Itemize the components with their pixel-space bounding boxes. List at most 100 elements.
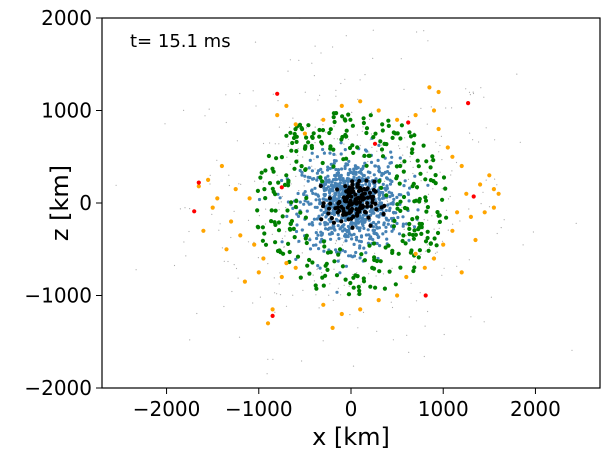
data-point — [379, 205, 384, 210]
data-point — [285, 305, 288, 307]
data-point — [398, 265, 403, 270]
data-point — [285, 214, 289, 218]
data-point — [291, 206, 295, 210]
data-point — [293, 265, 298, 270]
data-point — [407, 178, 410, 180]
y-axis-label: z [km] — [46, 165, 74, 241]
data-point — [386, 199, 388, 201]
data-point — [316, 268, 318, 271]
y-tick-label: −1000 — [24, 284, 92, 308]
data-point — [414, 185, 420, 190]
data-point — [435, 230, 441, 236]
data-point — [284, 103, 289, 108]
data-point — [301, 252, 303, 254]
data-point — [341, 229, 345, 233]
data-point — [322, 151, 326, 155]
data-point — [356, 284, 361, 289]
data-point — [354, 170, 358, 174]
data-point — [298, 59, 300, 62]
data-point — [306, 179, 310, 183]
data-point — [340, 264, 345, 269]
data-point — [331, 115, 336, 120]
data-point — [365, 186, 370, 191]
data-point — [298, 190, 300, 192]
data-point — [372, 211, 376, 215]
data-point — [404, 222, 409, 226]
data-point — [320, 179, 325, 184]
data-point — [362, 258, 367, 263]
data-point — [410, 282, 412, 284]
data-point — [292, 117, 294, 119]
data-point — [189, 339, 191, 341]
data-point — [115, 184, 117, 186]
data-point — [459, 163, 464, 169]
data-point — [533, 392, 534, 393]
data-point — [482, 210, 487, 215]
data-point — [412, 224, 414, 226]
data-point — [392, 339, 394, 341]
data-point — [487, 173, 492, 178]
data-point — [336, 259, 340, 263]
data-point — [430, 160, 432, 162]
data-point — [362, 246, 366, 250]
data-point — [302, 202, 306, 206]
data-point — [366, 170, 370, 174]
data-point — [355, 182, 360, 187]
data-point — [351, 111, 353, 113]
data-point — [219, 163, 224, 169]
data-point — [341, 244, 343, 246]
data-point — [409, 248, 414, 253]
data-point — [324, 227, 328, 231]
data-point — [441, 274, 443, 276]
data-point — [424, 159, 429, 164]
data-point — [307, 271, 312, 276]
y-tick-label: 0 — [79, 191, 92, 215]
data-point — [343, 241, 345, 243]
data-point — [407, 130, 412, 135]
data-point — [364, 251, 368, 255]
data-point — [373, 285, 378, 290]
data-point — [436, 89, 441, 95]
data-point — [327, 130, 332, 136]
data-point — [325, 131, 327, 133]
data-point — [391, 267, 393, 269]
data-point — [258, 215, 260, 217]
data-point — [427, 219, 429, 221]
data-point — [333, 196, 337, 200]
data-point — [294, 229, 299, 234]
data-point — [343, 218, 348, 223]
data-point — [313, 75, 315, 77]
data-point — [308, 247, 313, 251]
data-point — [428, 165, 433, 170]
data-point — [356, 272, 358, 274]
data-point — [319, 167, 323, 171]
data-point — [271, 233, 273, 235]
data-point — [431, 215, 433, 217]
data-point — [400, 58, 402, 60]
data-point — [296, 214, 301, 218]
data-point — [340, 294, 342, 296]
data-point — [280, 214, 285, 219]
data-point — [295, 212, 299, 216]
data-point — [416, 227, 421, 232]
data-point — [420, 107, 422, 109]
data-point — [365, 201, 370, 206]
data-point — [354, 250, 358, 255]
data-point — [270, 166, 275, 171]
data-point — [459, 220, 461, 222]
data-point — [262, 231, 267, 236]
data-point — [322, 124, 324, 126]
data-point — [384, 230, 388, 234]
data-point — [346, 224, 350, 229]
data-point — [314, 243, 318, 247]
data-point — [408, 186, 412, 190]
data-point — [459, 270, 464, 275]
data-point — [364, 74, 366, 76]
data-point — [413, 251, 418, 256]
data-point — [391, 306, 394, 309]
data-point — [184, 207, 186, 209]
data-point — [399, 147, 401, 150]
data-point — [359, 219, 363, 223]
data-point — [371, 225, 375, 229]
data-point — [262, 181, 264, 183]
